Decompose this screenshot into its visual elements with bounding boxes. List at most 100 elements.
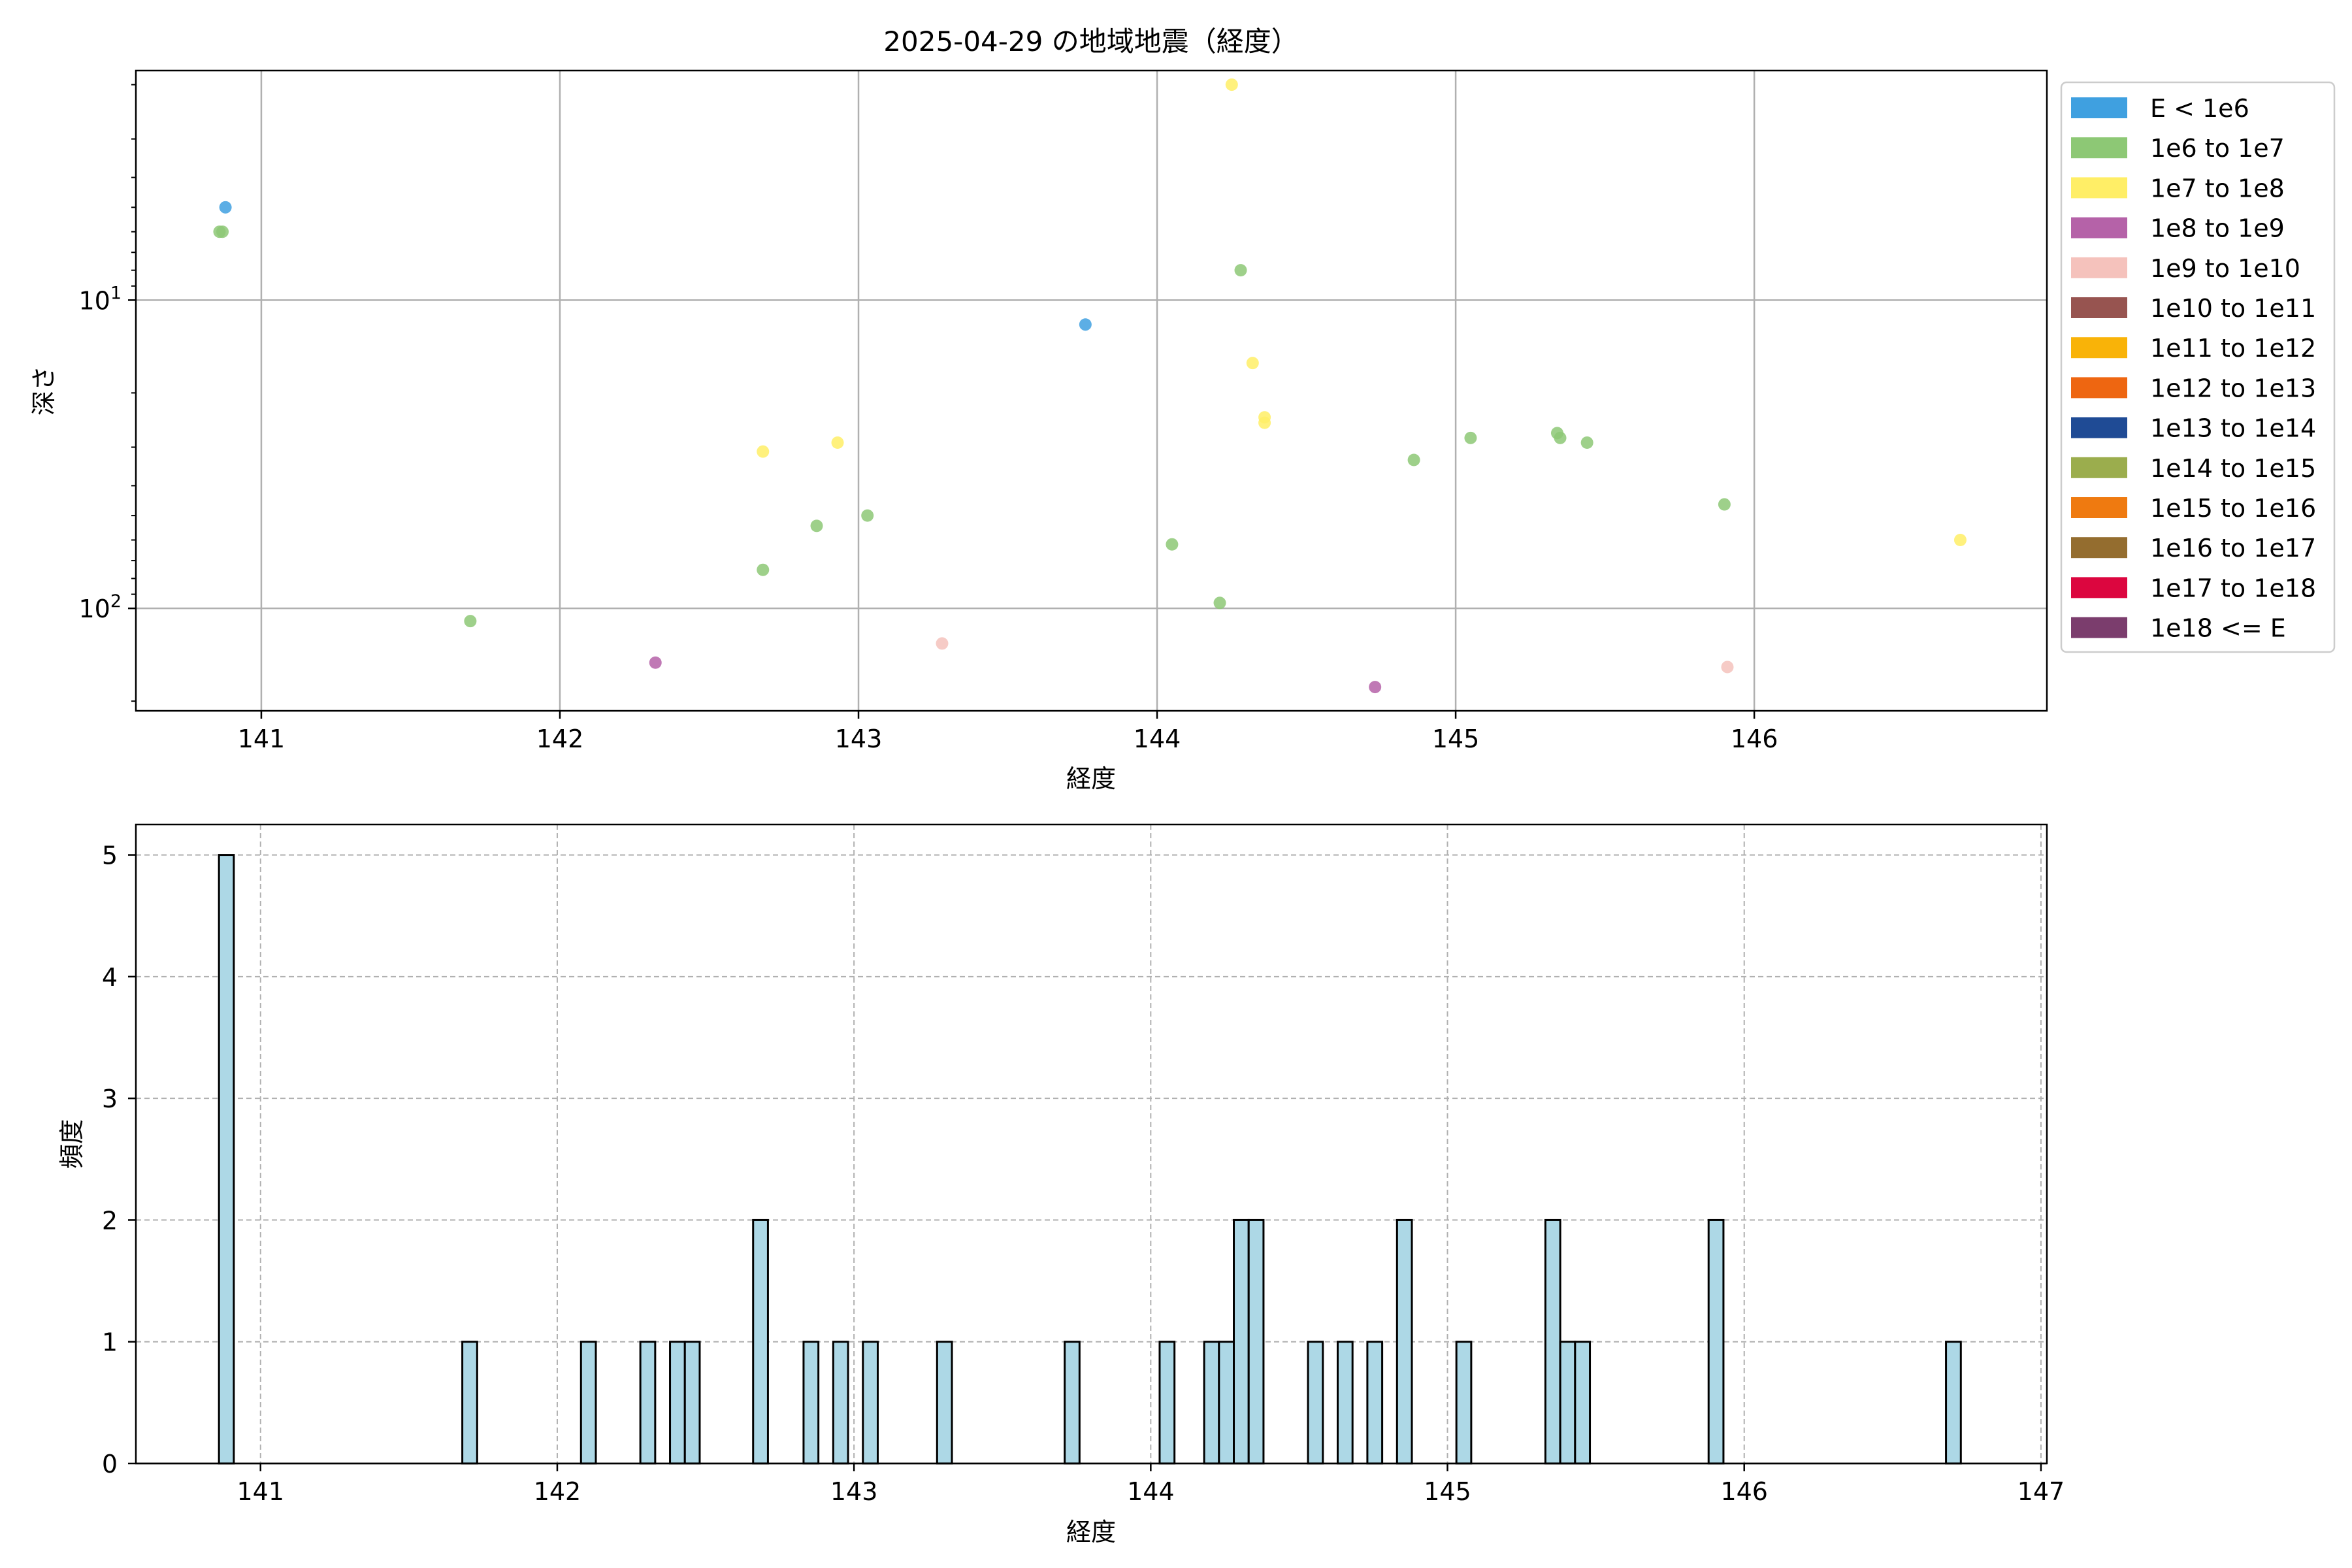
data-point <box>1258 416 1271 429</box>
legend-swatch <box>2071 617 2127 638</box>
histogram-bar <box>1574 1341 1592 1465</box>
scatter-y-axis-label: 深さ <box>29 366 58 416</box>
legend-swatch <box>2071 377 2127 399</box>
histogram-bar <box>1158 1341 1176 1465</box>
data-point <box>464 615 477 628</box>
legend-label: 1e15 to 1e16 <box>2150 494 2316 523</box>
data-point <box>1079 318 1092 331</box>
histogram-x-tick-label: 143 <box>830 1477 878 1506</box>
legend-swatch <box>2071 497 2127 518</box>
data-point <box>757 445 770 458</box>
legend-label: 1e7 to 1e8 <box>2150 174 2285 203</box>
histogram-bar <box>218 854 235 1465</box>
data-point <box>861 509 874 522</box>
data-point <box>213 225 226 238</box>
histogram-bar <box>669 1341 686 1465</box>
histogram-bar <box>1396 1218 1413 1465</box>
histogram-bar <box>1247 1218 1265 1465</box>
histogram-bar <box>832 1341 849 1465</box>
data-point <box>1166 538 1179 551</box>
histogram-y-tick-label: 4 <box>102 963 118 992</box>
data-point <box>1407 453 1420 466</box>
data-point <box>1464 431 1477 444</box>
histogram-bar <box>1233 1218 1250 1465</box>
scatter-x-axis: 141 142 143 144 145 146 <box>238 711 1778 753</box>
legend-items: E < 1e6 1e6 to 1e7 1e7 to 1e8 1e8 to 1e9 1e9… <box>2071 94 2316 643</box>
legend-swatch <box>2071 297 2127 318</box>
histogram-x-tick-label: 142 <box>534 1477 581 1506</box>
histogram-y-axis: 0 1 2 3 4 5 <box>102 841 136 1478</box>
histogram-x-tick-label: 141 <box>237 1477 284 1506</box>
scatter-points <box>213 78 1967 694</box>
legend-label: 1e12 to 1e13 <box>2150 374 2316 402</box>
legend-label: 1e10 to 1e11 <box>2150 294 2316 323</box>
histogram-x-tick-label: 145 <box>1424 1477 1471 1506</box>
legend-swatch <box>2071 337 2127 359</box>
histogram-bar <box>683 1341 701 1465</box>
histogram-y-axis-label: 頻度 <box>57 1119 86 1169</box>
histogram-x-axis-label: 経度 <box>1066 1518 1116 1546</box>
data-point <box>1580 436 1593 449</box>
legend-swatch <box>2071 417 2127 438</box>
legend-swatch <box>2071 577 2127 598</box>
scatter-y-tick-label: 102 <box>78 591 122 623</box>
scatter-grid <box>136 71 2047 711</box>
scatter-y-axis: 101 102 <box>78 84 136 702</box>
legend-label: 1e8 to 1e9 <box>2150 214 2285 243</box>
scatter-x-tick-label: 143 <box>835 725 883 753</box>
legend-swatch <box>2071 257 2127 278</box>
histogram-bar <box>1366 1341 1384 1465</box>
data-point <box>1246 357 1259 370</box>
histogram-bar <box>1559 1341 1576 1465</box>
data-point <box>1369 681 1382 694</box>
scatter-x-tick-label: 141 <box>238 725 286 753</box>
data-point <box>831 436 844 449</box>
histogram-y-tick-label: 3 <box>102 1085 118 1113</box>
histogram-bar <box>1455 1341 1473 1465</box>
histogram-bar <box>1707 1218 1725 1465</box>
scatter-y-tick-label: 101 <box>78 283 122 315</box>
data-point <box>1718 498 1731 511</box>
histogram-bar <box>639 1341 657 1465</box>
data-point <box>1225 78 1238 91</box>
data-point <box>757 563 770 576</box>
histogram-y-tick-label: 5 <box>102 841 118 870</box>
histogram-y-tick-label: 2 <box>102 1206 118 1235</box>
histogram-bar <box>1203 1341 1220 1465</box>
data-point <box>1554 431 1567 444</box>
data-point <box>810 519 823 532</box>
histogram-bar <box>461 1341 478 1465</box>
histogram-y-tick-label: 1 <box>102 1328 118 1357</box>
legend-label: 1e17 to 1e18 <box>2150 574 2316 602</box>
data-point <box>219 201 232 214</box>
scatter-x-axis-label: 経度 <box>1066 764 1116 793</box>
data-point <box>1213 596 1226 610</box>
legend-box <box>2060 81 2336 653</box>
data-point <box>1953 533 1967 546</box>
scatter-x-tick-label: 144 <box>1134 725 1181 753</box>
legend-swatch <box>2071 457 2127 478</box>
data-point <box>649 656 662 669</box>
histogram-bar <box>862 1341 879 1465</box>
scatter-plot-frame <box>135 69 2048 712</box>
legend-swatch <box>2071 137 2127 159</box>
histogram-bar <box>1336 1341 1354 1465</box>
histogram-bar <box>1218 1341 1235 1465</box>
histogram-bar <box>802 1341 820 1465</box>
legend: E < 1e6 1e6 to 1e7 1e7 to 1e8 1e8 to 1e9 1e9… <box>2060 81 2336 653</box>
legend-label: 1e16 to 1e17 <box>2150 534 2316 563</box>
legend-label: 1e18 <= E <box>2150 614 2286 643</box>
data-point <box>1721 661 1734 674</box>
legend-label: 1e14 to 1e15 <box>2150 454 2316 483</box>
scatter-panel: 2025-04-29 の地域地震（経度） 141 142 143 144 145 146 … <box>29 25 2336 793</box>
histogram-bar <box>1544 1218 1561 1465</box>
scatter-x-tick-label: 145 <box>1432 725 1480 753</box>
legend-swatch <box>2071 177 2127 199</box>
legend-swatch <box>2071 97 2127 118</box>
histogram-plot-frame <box>135 823 2048 1465</box>
histogram-bar <box>1307 1341 1324 1465</box>
scatter-x-tick-label: 142 <box>536 725 584 753</box>
histogram-x-tick-label: 146 <box>1720 1477 1768 1506</box>
